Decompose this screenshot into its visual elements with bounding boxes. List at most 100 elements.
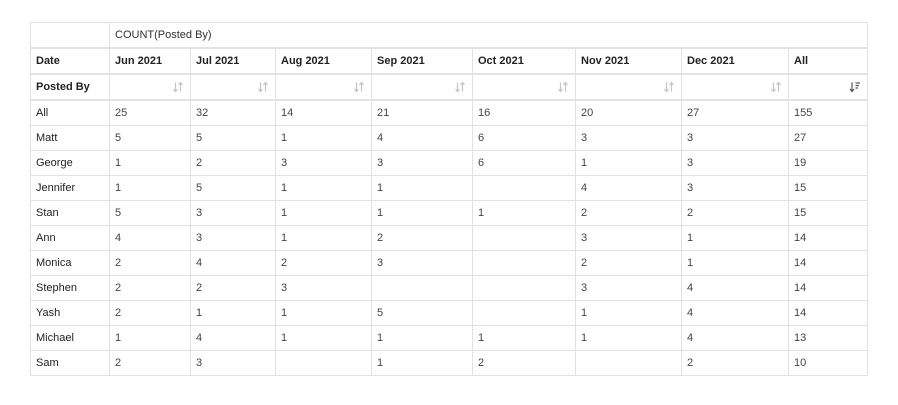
table-cell: 3 [681,150,789,176]
table-row: George 1 2 3 3 6 1 3 19 [30,150,868,176]
column-header-3: Sep 2021 [371,47,473,75]
table-cell [472,225,576,251]
table-row: Sam 2 3 1 2 2 10 [30,350,868,376]
table-cell: 14 [788,275,868,301]
table-cell: 3 [190,350,276,376]
table-cell: 19 [788,150,868,176]
table-cell: 14 [788,250,868,276]
table-cell: 2 [681,350,789,376]
table-cell: 2 [575,200,682,226]
table-cell: 2 [575,250,682,276]
row-dimension-label: Posted By [30,73,110,101]
table-cell: 1 [275,175,372,201]
table-row: Ann 4 3 1 2 3 1 14 [30,225,868,251]
table-cell: 1 [275,225,372,251]
table-cell: 2 [109,350,191,376]
sort-icon[interactable] [770,81,782,93]
table-cell: 2 [371,225,473,251]
column-header-4: Oct 2021 [472,47,576,75]
table-cell: 3 [681,175,789,201]
column-header-2: Aug 2021 [275,47,372,75]
table-row: Michael 1 4 1 1 1 1 4 13 [30,325,868,351]
measure-header-row: COUNT(Posted By) [30,22,868,49]
table-cell: 2 [190,275,276,301]
row-label: Jennifer [30,175,110,201]
table-row: Jennifer 1 5 1 1 4 3 15 [30,175,868,201]
table-cell: 4 [109,225,191,251]
sort-desc-active-icon[interactable] [849,81,861,93]
row-label: George [30,150,110,176]
sort-icon[interactable] [353,81,365,93]
table-cell: 1 [190,300,276,326]
table-row: Stan 5 3 1 1 1 2 2 15 [30,200,868,226]
row-label: Michael [30,325,110,351]
table-cell: 1 [575,325,682,351]
table-cell: 20 [575,99,682,126]
table-cell: 1 [275,300,372,326]
table-cell: 27 [788,125,868,151]
table-cell: 32 [190,99,276,126]
table-cell: 15 [788,200,868,226]
table-cell: 1 [472,200,576,226]
table-cell: 1 [681,225,789,251]
table-cell: 3 [371,150,473,176]
table-cell: 1 [575,150,682,176]
row-label: Ann [30,225,110,251]
row-label: Monica [30,250,110,276]
table-cell: 21 [371,99,473,126]
sort-cell-2 [275,73,372,101]
table-cell: 6 [472,125,576,151]
table-cell [371,275,473,301]
table-cell: 5 [371,300,473,326]
table-cell: 1 [109,325,191,351]
table-cell: 3 [371,250,473,276]
column-header-0: Jun 2021 [109,47,191,75]
row-label: Yash [30,300,110,326]
table-cell: 10 [788,350,868,376]
table-cell: 5 [190,175,276,201]
sort-cell-5 [575,73,682,101]
table-row: Matt 5 5 1 4 6 3 3 27 [30,125,868,151]
row-label: All [30,99,110,126]
table-cell: 4 [681,275,789,301]
column-header-7: All [788,47,868,75]
table-row: Monica 2 4 2 3 2 1 14 [30,250,868,276]
sort-icon[interactable] [172,81,184,93]
table-cell: 2 [109,300,191,326]
sort-icon[interactable] [663,81,675,93]
column-header-row: Date Jun 2021 Jul 2021 Aug 2021 Sep 2021 Oct… [30,47,868,75]
table-cell: 4 [371,125,473,151]
table-cell: 3 [275,150,372,176]
table-row: Stephen 2 2 3 3 4 14 [30,275,868,301]
table-cell: 14 [788,300,868,326]
table-cell: 5 [109,125,191,151]
table-cell: 1 [275,200,372,226]
sort-icon[interactable] [557,81,569,93]
table-cell: 5 [109,200,191,226]
table-cell: 27 [681,99,789,126]
table-cell: 3 [681,125,789,151]
table-cell: 1 [371,325,473,351]
table-cell: 4 [681,300,789,326]
pivot-table: COUNT(Posted By) Date Jun 2021 Jul 2021 Au… [30,22,868,376]
table-cell: 14 [788,225,868,251]
sort-icon[interactable] [454,81,466,93]
sort-cell-0 [109,73,191,101]
table-cell: 2 [275,250,372,276]
table-cell: 5 [190,125,276,151]
table-cell [472,300,576,326]
table-cell: 3 [575,225,682,251]
table-cell: 1 [575,300,682,326]
row-label: Sam [30,350,110,376]
table-cell [472,250,576,276]
row-label: Stephen [30,275,110,301]
table-cell: 2 [472,350,576,376]
table-cell: 1 [371,350,473,376]
table-cell: 2 [109,250,191,276]
table-cell: 16 [472,99,576,126]
table-cell: 25 [109,99,191,126]
row-label: Stan [30,200,110,226]
table-cell [575,350,682,376]
table-cell [472,175,576,201]
sort-icon[interactable] [257,81,269,93]
